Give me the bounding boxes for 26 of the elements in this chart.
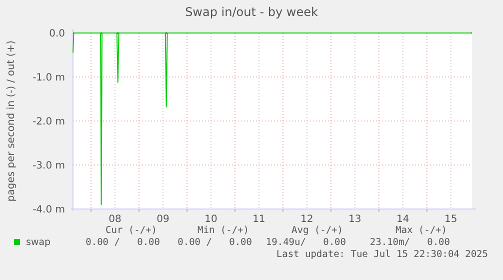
line-series — [72, 32, 472, 206]
legend-label: swap — [26, 237, 51, 248]
text: Avg (-/+) — [292, 225, 343, 236]
x-tick-label: 08 — [108, 214, 122, 225]
text: 23.10m/ 0.00 — [370, 237, 450, 248]
text: Last update: Tue Jul 15 22:30:04 2025 — [276, 249, 488, 260]
x-tick-label: 11 — [252, 214, 266, 225]
y-tick-label: -3.0 m — [32, 160, 65, 172]
text: Max (-/+) — [396, 225, 447, 236]
x-tick-label: 10 — [204, 214, 218, 225]
x-tick-label: 09 — [156, 214, 170, 225]
text: 0.00 / 0.00 — [178, 237, 252, 248]
y-axis-title: pages per second in (-) / out (+) — [6, 40, 17, 202]
y-tick-label: -4.0 m — [32, 204, 65, 216]
text: Min (-/+) — [198, 225, 249, 236]
x-tick-label: 12 — [300, 214, 314, 225]
text: Cur (-/+) — [106, 225, 157, 236]
text: 0.00 / 0.00 — [86, 237, 160, 248]
x-tick-label: 14 — [396, 214, 410, 225]
y-tick-label: -2.0 m — [32, 116, 65, 128]
chart-title: Swap in/out - by week — [185, 5, 318, 19]
y-tick-label: -1.0 m — [32, 72, 65, 84]
x-tick-label: 13 — [348, 214, 362, 225]
y-tick-label: 0.0 — [49, 28, 65, 40]
text: 19.49u/ 0.00 — [266, 237, 346, 248]
x-tick-label: 15 — [444, 214, 458, 225]
